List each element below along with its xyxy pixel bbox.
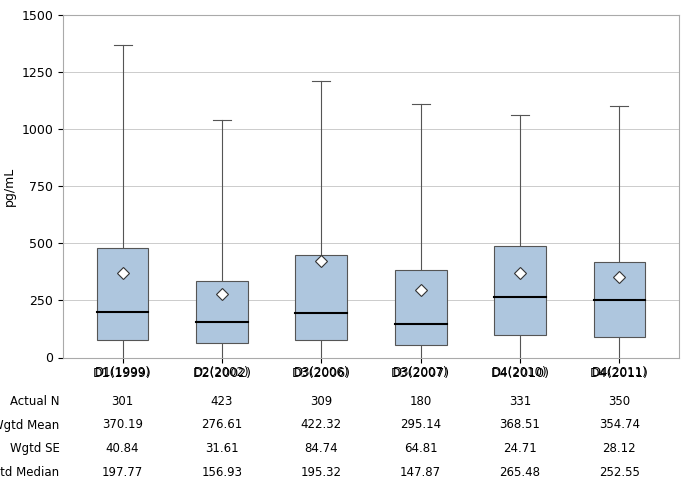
Text: 40.84: 40.84 [106,442,139,455]
Text: Actual N: Actual N [10,395,60,408]
Text: Wgtd Mean: Wgtd Mean [0,418,60,432]
Y-axis label: pg/mL: pg/mL [3,166,16,206]
Text: 422.32: 422.32 [301,418,342,432]
Text: D4(2011): D4(2011) [592,366,648,379]
Text: 195.32: 195.32 [301,466,342,479]
Text: D2(2002): D2(2002) [194,366,250,379]
Bar [196,281,248,342]
Text: 64.81: 64.81 [404,442,438,455]
Text: Wgtd Median: Wgtd Median [0,466,60,479]
Text: D3(2006): D3(2006) [293,366,349,379]
Text: 156.93: 156.93 [202,466,242,479]
Text: 301: 301 [111,395,134,408]
Text: 31.61: 31.61 [205,442,239,455]
Text: 423: 423 [211,395,233,408]
Bar [594,262,645,337]
Bar [395,270,447,345]
Text: 350: 350 [608,395,631,408]
Text: 24.71: 24.71 [503,442,537,455]
Text: 354.74: 354.74 [599,418,640,432]
Text: 28.12: 28.12 [603,442,636,455]
Text: D3(2007): D3(2007) [393,366,449,379]
Text: 147.87: 147.87 [400,466,441,479]
Text: 84.74: 84.74 [304,442,338,455]
Bar [494,246,546,334]
Text: 197.77: 197.77 [102,466,144,479]
Text: 265.48: 265.48 [500,466,540,479]
Text: 309: 309 [310,395,332,408]
Text: Wgtd SE: Wgtd SE [10,442,60,455]
Text: 252.55: 252.55 [599,466,640,479]
Text: D4(2010): D4(2010) [492,366,548,379]
Text: 370.19: 370.19 [102,418,143,432]
Bar [97,248,148,340]
Text: D1(1999): D1(1999) [94,366,150,379]
Bar [295,255,347,340]
Text: 368.51: 368.51 [500,418,540,432]
Text: 331: 331 [509,395,531,408]
Text: 295.14: 295.14 [400,418,441,432]
Text: 276.61: 276.61 [202,418,243,432]
Text: 180: 180 [410,395,432,408]
